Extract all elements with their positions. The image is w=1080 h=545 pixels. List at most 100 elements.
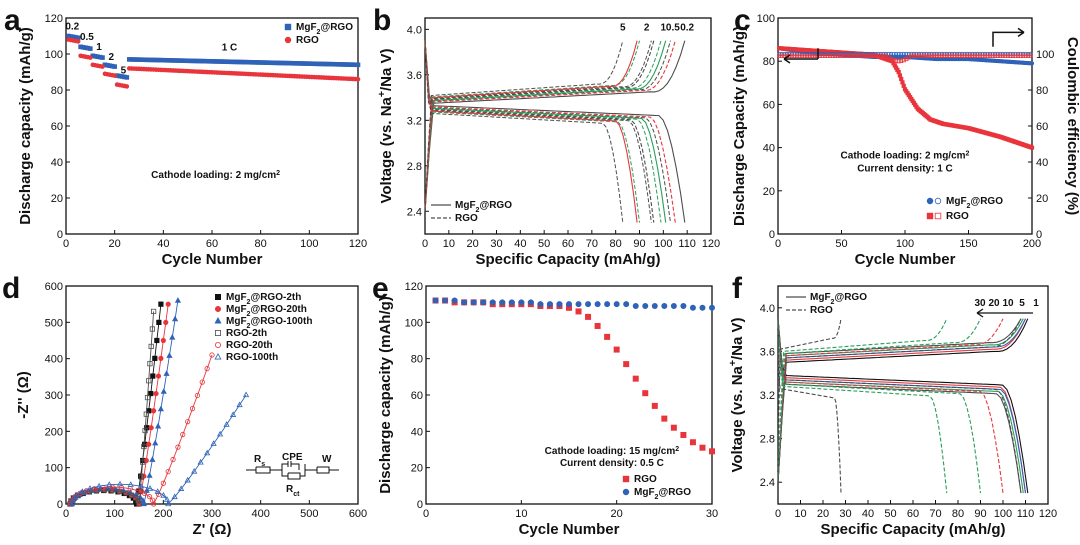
data-point xyxy=(699,444,706,451)
data-point xyxy=(146,441,152,447)
legend-label: RGO-2th xyxy=(226,328,267,339)
ce-point xyxy=(838,53,843,58)
rgo-discharge-curve xyxy=(424,40,624,223)
ce-point xyxy=(782,53,787,58)
ce-point xyxy=(962,53,967,58)
data-point xyxy=(575,308,582,315)
data-point xyxy=(135,488,141,494)
charge-curve xyxy=(777,318,1022,483)
x-tick-label: 120 xyxy=(1039,508,1057,520)
data-point xyxy=(680,431,687,438)
y2-tick-label: 100 xyxy=(1036,49,1054,61)
data-point xyxy=(165,500,172,507)
rgo-charge-curve xyxy=(424,40,652,212)
ce-point xyxy=(957,53,962,58)
y-tick-label: 4.0 xyxy=(407,24,422,36)
data-point xyxy=(106,481,113,487)
data-point xyxy=(69,496,77,502)
data-point xyxy=(194,392,200,399)
y-tick-label: 300 xyxy=(45,390,63,402)
y-tick-label: 100 xyxy=(45,463,63,475)
charge-curve xyxy=(424,40,676,212)
rate-label: 2 xyxy=(644,23,650,34)
data-point xyxy=(112,73,117,78)
data-point xyxy=(158,355,164,361)
ce-point xyxy=(1008,53,1013,58)
data-point xyxy=(154,337,160,344)
data-point xyxy=(623,361,630,368)
legend-marker xyxy=(926,212,934,220)
ce-point xyxy=(777,53,782,58)
ce-point xyxy=(830,53,835,58)
ce-point xyxy=(965,53,970,58)
data-point xyxy=(209,352,215,358)
ce-point xyxy=(934,53,939,58)
x-tick-label: 110 xyxy=(1017,508,1035,520)
legend-label: RGO-20th xyxy=(226,340,273,351)
data-point xyxy=(146,494,153,500)
data-point xyxy=(651,302,658,309)
loading-annotation: Cathode loading: 2 mg/cm2 xyxy=(841,150,970,162)
nyquist-line xyxy=(70,304,169,505)
y-tick-label: 0 xyxy=(57,499,63,511)
data-point xyxy=(153,390,159,397)
rate-label: 30 xyxy=(974,298,986,309)
y-axis-label: Voltage (vs. Na+/Na V) xyxy=(376,48,395,203)
ce-point xyxy=(873,53,878,58)
charge-curve xyxy=(424,40,638,212)
x-tick-label: 90 xyxy=(633,238,645,250)
legend-marker xyxy=(934,197,942,205)
data-point xyxy=(204,449,211,456)
y-tick-label: 0 xyxy=(417,499,423,511)
data-point xyxy=(142,427,148,434)
data-point xyxy=(163,319,169,326)
data-point xyxy=(689,304,696,311)
charge-curve xyxy=(777,318,842,483)
rgo-charge-curve xyxy=(424,40,671,212)
x-tick-label: 10 xyxy=(443,238,455,250)
ce-point xyxy=(921,53,927,58)
data-point xyxy=(210,440,217,446)
x-tick-label: 80 xyxy=(255,238,267,250)
data-point xyxy=(432,297,439,304)
x-tick-label: 70 xyxy=(586,238,598,250)
data-point xyxy=(461,299,468,306)
data-point xyxy=(489,299,496,306)
data-point xyxy=(140,500,147,507)
y2-axis-label: Coulombic efficiency (%) xyxy=(1064,37,1080,215)
data-point xyxy=(632,302,639,309)
data-point xyxy=(689,439,696,446)
data-point xyxy=(171,493,178,500)
x-tick-label: 0 xyxy=(63,508,69,520)
rate-label: 0.5 xyxy=(80,32,94,43)
data-point xyxy=(470,299,477,306)
y-tick-label: 120 xyxy=(45,13,63,25)
legend-label: MgF2@RGO-20th xyxy=(226,304,307,318)
circuit-label: Rs xyxy=(254,454,265,468)
charge-curve xyxy=(424,40,655,212)
data-point xyxy=(197,458,204,465)
rate-label: 0.5 xyxy=(666,23,680,34)
ce-point xyxy=(954,53,960,58)
x-tick-label: 60 xyxy=(206,238,218,250)
ce-point xyxy=(891,58,896,63)
y-tick-label: 40 xyxy=(763,143,775,155)
data-point xyxy=(154,488,161,494)
ce-point xyxy=(972,53,977,58)
y-tick-label: 80 xyxy=(763,56,775,68)
y-tick-label: 0 xyxy=(57,229,63,241)
x-tick-label: 50 xyxy=(835,238,847,250)
rate-label: 1 xyxy=(96,42,102,53)
charge-curve xyxy=(777,318,1029,483)
ce-point xyxy=(916,53,922,58)
ce-point xyxy=(853,53,858,58)
ce-point xyxy=(993,53,998,58)
ce-point xyxy=(914,53,919,58)
legend-marker xyxy=(214,341,221,348)
x-tick-label: 300 xyxy=(203,508,221,520)
ce-point xyxy=(1003,53,1008,58)
data-point xyxy=(86,485,94,491)
legend-marker xyxy=(622,488,630,496)
data-point xyxy=(508,299,515,306)
